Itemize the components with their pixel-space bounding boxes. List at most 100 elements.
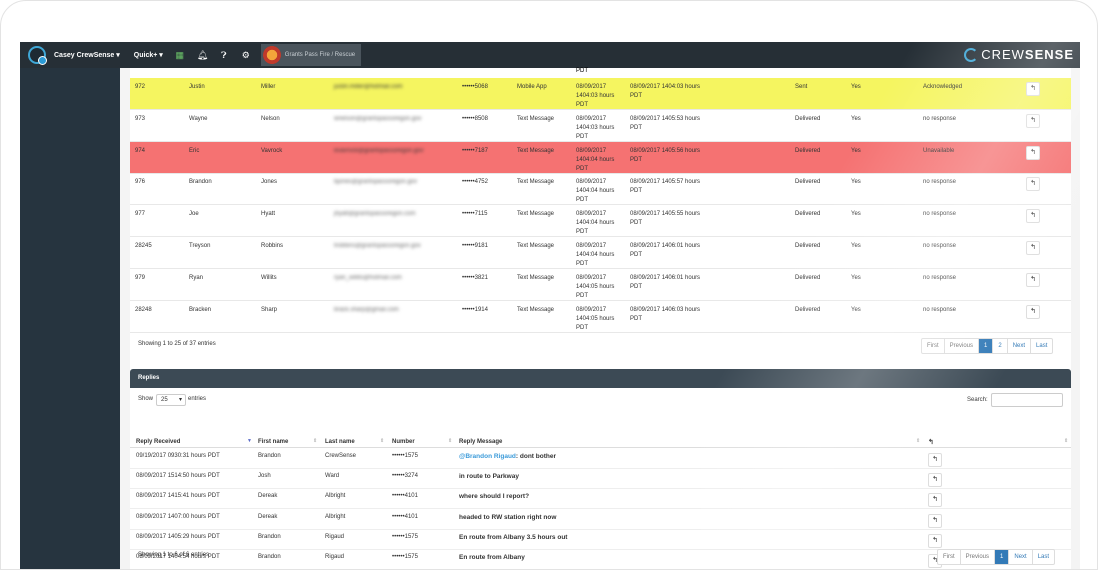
reply-message-text: in route to Parkway [459,473,519,481]
reply-row: 08/09/2017 1514:50 hours PDT Josh Ward ••••… [130,469,1071,490]
cell-response: Acknowledged [923,84,963,90]
cell-last-name: Albright [325,513,346,520]
col-first-name[interactable]: First name [258,439,289,445]
pager-page-2[interactable]: 2 [992,339,1006,353]
cell-status: Delivered [795,306,821,313]
cell-updated-time: 08/09/2017 1406:03 hours PDT [630,306,700,324]
reply-button[interactable]: ↰ [928,513,942,528]
reply-button[interactable]: ↰ [1026,272,1040,287]
col-reply-received[interactable]: Reply Received [136,439,181,445]
reply-button[interactable]: ↰ [1026,145,1040,160]
cell-reply-received: 09/19/2017 0930:31 hours PDT [136,453,220,459]
sent-time-line: 08/09/2017 [576,243,607,249]
reply-button[interactable]: ↰ [928,453,942,467]
cell-updated-time: 08/09/2017 1405:55 hours PDT [630,210,700,228]
cell-first-name: Josh [258,473,271,480]
reply-button[interactable]: ↰ [928,493,942,508]
cell-reply-message: headed to RW station right now [459,513,556,522]
quick-menu[interactable]: Quick+ ▾ [133,52,163,59]
updated-time-line: 08/09/2017 1405:57 hours [630,179,701,186]
cell-reply-received: 08/09/2017 1404:54 hours PDT [136,554,220,560]
reply-button[interactable]: ↰ [1026,241,1040,255]
reply-button[interactable]: ↰ [928,473,942,488]
cell-email: justin.miller@hotmail.com [334,84,403,90]
cell-method: Text Message [517,115,555,122]
sort-icon[interactable]: ⇕ [1064,438,1069,444]
cell-method: Text Message [517,147,555,154]
pager-previous[interactable]: Previous [959,550,994,564]
cell-method: Text Message [517,306,555,313]
calendar-icon[interactable]: ▦ [175,49,185,60]
sort-icon[interactable]: ⇕ [916,438,921,444]
cell-response: no response [923,306,957,313]
main-content: PDT 972 Justin Miller justin.miller@hotmail… [120,68,1080,569]
sent-time-line: PDT [576,292,588,299]
reply-button[interactable]: ↰ [1026,82,1040,96]
reply-message-text: where should I report? [459,493,530,501]
user-menu[interactable]: Casey CrewSense ▾ [54,52,120,59]
col-number[interactable]: Number [392,439,415,445]
cell-first-name: Dereak [258,513,278,520]
notifications-panel: PDT 972 Justin Miller justin.miller@hotmail… [130,68,1071,374]
crewsense-logo-icon [964,47,979,62]
pager-next[interactable]: Next [1006,339,1030,353]
pager-last[interactable]: Last [1030,339,1052,353]
cell-phone: ••••••4752 [462,179,488,186]
cell-reply-received: 08/09/2017 1407:00 hours PDT [136,513,220,520]
reply-arrow-icon: ↰ [1030,85,1036,92]
gears-icon[interactable]: ⚙ [241,49,250,60]
sent-time-line: 08/09/2017 [576,115,607,122]
cell-reply-message: En route from Albany 3.5 hours out [459,533,567,542]
col-last-name[interactable]: Last name [325,439,355,445]
cell-last-name: Willits [261,274,277,281]
bell-icon[interactable]: 🔔︎ [196,49,209,60]
sent-time-line: 1404:04 hours [576,252,615,258]
reply-button[interactable]: ↰ [1026,177,1040,192]
table-row: 28245 Treyson Robbins trobbins@grantspassor… [130,237,1071,269]
help-icon[interactable]: ❓︎ [221,49,227,60]
sort-icon[interactable]: ⇕ [380,438,385,444]
cell-last-name: Rigaud [325,533,345,540]
partial-row-text: PDT [576,68,588,74]
cell-response: no response [923,115,957,122]
updated-time-line: PDT [630,252,642,258]
search-input[interactable] [991,393,1063,407]
reply-arrow-icon: ↰ [932,496,938,504]
reply-button[interactable]: ↰ [928,533,942,548]
cell-email: trobbins@grantspassoregon.gov [334,243,421,249]
sent-time-line: 1404:03 hours [576,93,615,99]
cell-number: ••••••4101 [392,513,418,520]
cell-sent-time: 08/09/2017 1404:04 hours PDT [576,210,614,237]
fire-dept-seal-icon [262,46,281,64]
cell-last-name: Robbins [261,243,284,249]
page-size-select[interactable]: 25 ▾ [156,394,186,406]
cell-status: Delivered [795,243,821,249]
pager-previous[interactable]: Previous [943,339,978,353]
sort-icon[interactable]: ⇕ [448,438,453,444]
reply-button[interactable]: ↰ [1026,209,1040,224]
cell-flag: Yes [851,147,861,154]
organization-badge[interactable]: Grants Pass Fire / Rescue [260,44,362,66]
pager-first[interactable]: First [927,343,939,349]
cell-last-name: CrewSense [325,453,357,459]
user-avatar[interactable] [28,46,47,65]
cell-email: brack.sharp@gmail.com [334,306,399,313]
reply-arrow-icon: ↰ [1030,275,1036,283]
reply-button[interactable]: ↰ [1026,304,1040,319]
pager-next[interactable]: Next [1008,550,1031,564]
pager-first[interactable]: First [943,554,955,560]
col-reply-message[interactable]: Reply Message [459,439,503,445]
pager-last[interactable]: Last [1031,550,1054,564]
reply-button[interactable]: ↰ [1026,113,1040,128]
cell-first-name: Eric [189,147,200,154]
sent-time-line: 08/09/2017 [576,147,607,154]
mention-link[interactable]: @Brandon Rigaud [459,453,516,460]
cell-sent-time: 08/09/2017 1404:05 hours PDT [576,274,614,301]
cell-method: Text Message [517,179,555,186]
pager-page-1[interactable]: 1 [994,550,1009,564]
sort-desc-icon[interactable]: ▼ [247,438,252,444]
pager-page-1[interactable]: 1 [978,339,993,353]
cell-sent-time: 08/09/2017 1404:03 hours PDT [576,83,614,110]
sort-icon[interactable]: ⇕ [313,438,318,444]
